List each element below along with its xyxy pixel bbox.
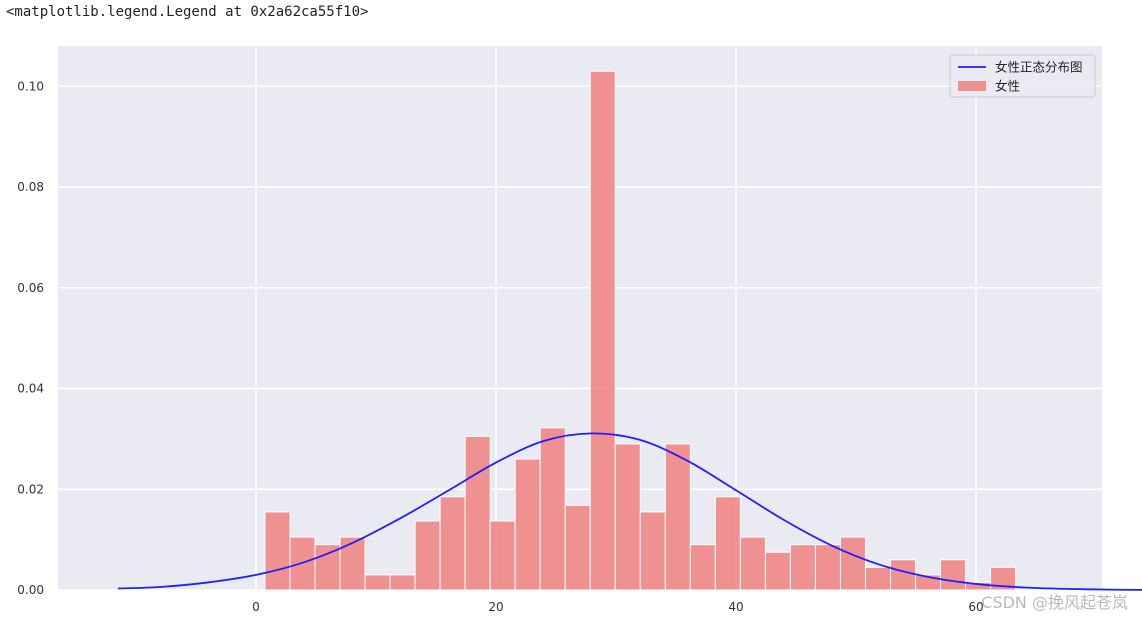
- histogram-bar: [539, 427, 566, 591]
- histogram-bar: [814, 544, 841, 591]
- histogram-bar: [589, 70, 616, 591]
- histogram-bar: [689, 544, 716, 591]
- histogram-bar: [364, 574, 391, 591]
- legend-bar-swatch: [958, 81, 986, 91]
- legend-box: [949, 54, 1096, 98]
- histogram-bar: [739, 536, 766, 591]
- histogram-bar: [940, 559, 967, 591]
- histogram-bar: [414, 520, 441, 591]
- x-tick-label: 40: [728, 600, 743, 614]
- normal-curve-line: [117, 432, 1142, 591]
- y-tick-label: 0.00: [17, 583, 44, 597]
- histogram-bar: [489, 520, 516, 591]
- histogram-bar: [990, 566, 1017, 591]
- x-axis-ticks: 0 20 40 60: [252, 600, 983, 614]
- y-tick-label: 0.08: [17, 180, 44, 194]
- legend-label-curve: 女性正态分布图: [995, 60, 1083, 75]
- plot-background: [58, 46, 1102, 590]
- histogram-bar: [864, 566, 891, 591]
- histogram-bar: [514, 458, 541, 591]
- histogram-bars: [264, 70, 1017, 591]
- watermark-text: CSDN @挽风起苍岚: [981, 593, 1128, 612]
- histogram-bar: [639, 511, 666, 591]
- x-tick-label: 60: [968, 600, 983, 614]
- x-tick-label: 20: [488, 600, 503, 614]
- histogram-bar: [614, 443, 641, 591]
- y-tick-label: 0.06: [17, 281, 44, 295]
- histogram-bar: [890, 559, 917, 591]
- histogram-bar: [464, 435, 491, 591]
- grid-lines: [58, 46, 1102, 591]
- histogram-bar: [264, 511, 291, 591]
- legend-label-hist: 女性: [995, 79, 1020, 94]
- histogram-bar: [714, 496, 741, 591]
- y-tick-label: 0.04: [17, 382, 44, 396]
- y-tick-label: 0.02: [17, 482, 44, 496]
- y-axis-ticks: 0.00 0.02 0.04 0.06 0.08 0.10: [17, 79, 44, 597]
- histogram-bar: [789, 544, 816, 591]
- histogram-bar: [389, 574, 416, 591]
- y-tick-label: 0.10: [17, 79, 44, 93]
- histogram-bar: [439, 496, 466, 591]
- histogram-bar: [339, 536, 366, 591]
- x-tick-label: 0: [252, 600, 260, 614]
- histogram-bar: [564, 504, 591, 591]
- histogram-bar: [314, 544, 341, 591]
- histogram-bar: [839, 536, 866, 591]
- plot-area: [58, 46, 1102, 590]
- cell-output-text: <matplotlib.legend.Legend at 0x2a62ca55f…: [6, 4, 369, 20]
- histogram-bar: [664, 443, 691, 591]
- normal-curve: [117, 432, 1142, 591]
- histogram-bar: [764, 551, 791, 591]
